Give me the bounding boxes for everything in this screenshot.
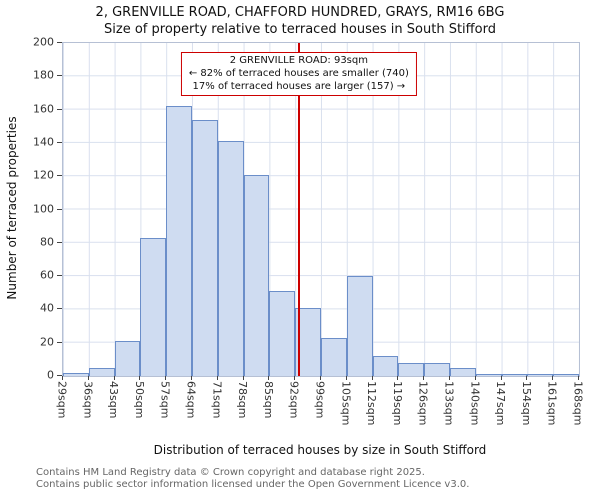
property-size-marker-line [297, 43, 300, 376]
y-tick-label: 0 [47, 368, 54, 382]
plot-area: 2 GRENVILLE ROAD: 93sqm ← 82% of terrace… [62, 42, 580, 377]
histogram-bar [501, 374, 528, 376]
histogram-bar [243, 174, 270, 376]
x-tick-label: 126sqm [416, 381, 430, 426]
histogram-bar [269, 291, 296, 376]
x-tick-label: 154sqm [519, 381, 533, 426]
chart-subtitle: Size of property relative to terraced ho… [104, 22, 496, 37]
histogram-bar [553, 374, 579, 376]
y-tick-label: 40 [40, 301, 54, 315]
x-axis-tick-marks [62, 376, 579, 380]
x-tick-label: 71sqm [210, 381, 224, 419]
y-axis-tick-labels: 0 20 40 60 80 100 120 140 160 180 200 [0, 36, 54, 382]
x-tick-label: 85sqm [261, 381, 275, 419]
histogram-bar [217, 141, 244, 376]
x-tick-label: 36sqm [81, 381, 95, 419]
histogram-bar [63, 372, 89, 376]
x-tick-label: 119sqm [390, 381, 404, 426]
histogram-bar [192, 119, 218, 376]
x-tick-label: 140sqm [468, 381, 482, 426]
y-tick-label: 160 [33, 102, 54, 116]
histogram-bar [475, 374, 502, 376]
attribution-footer: Contains HM Land Registry data © Crown c… [36, 467, 469, 491]
y-tick-label: 120 [33, 168, 54, 182]
histogram-bar [424, 362, 450, 376]
histogram-bar [346, 276, 373, 376]
y-tick-label: 80 [40, 235, 54, 249]
y-tick-label: 60 [40, 268, 54, 282]
x-axis-tick-labels: 29sqm 36sqm 43sqm 50sqm 57sqm 64sqm 71sqm 78sqm… [56, 381, 585, 439]
footer-line-1: Contains HM Land Registry data © Crown c… [36, 467, 425, 478]
x-tick-label: 161sqm [545, 381, 559, 426]
histogram-bar [166, 106, 192, 376]
y-tick-label: 140 [33, 135, 54, 149]
x-tick-label: 92sqm [287, 381, 301, 419]
marker-annotation: 2 GRENVILLE ROAD: 93sqm ← 82% of terrace… [180, 52, 417, 96]
x-tick-label: 112sqm [365, 381, 379, 426]
y-tick-label: 100 [33, 202, 54, 215]
histogram-bar [321, 337, 347, 376]
footer-line-2: Contains public sector information licen… [36, 479, 470, 490]
y-tick-label: 180 [33, 68, 54, 82]
x-tick-label: 105sqm [339, 381, 353, 426]
x-tick-label: 64sqm [184, 381, 198, 419]
x-tick-label: 43sqm [107, 381, 121, 419]
y-axis-tick-marks [57, 42, 62, 376]
x-tick-label: 99sqm [313, 381, 327, 419]
x-tick-label: 147sqm [494, 381, 508, 426]
x-tick-label: 78sqm [236, 381, 250, 419]
histogram-bar [527, 374, 554, 376]
histogram-bar [140, 237, 167, 376]
annotation-smaller-text: ← 82% of terraced houses are smaller (74… [188, 68, 409, 79]
x-tick-label: 168sqm [571, 381, 585, 426]
x-axis-label: Distribution of terraced houses by size … [153, 443, 487, 457]
annotation-larger-text: 17% of terraced houses are larger (157) … [192, 81, 406, 92]
histogram-bar [398, 362, 425, 376]
x-tick-label: 57sqm [158, 381, 172, 419]
y-tick-label: 20 [40, 335, 54, 349]
histogram-bar [114, 341, 141, 376]
chart-title: 2, GRENVILLE ROAD, CHAFFORD HUNDRED, GRA… [95, 5, 505, 20]
histogram-bar [372, 356, 399, 376]
x-tick-label: 29sqm [55, 381, 69, 419]
x-tick-label: 133sqm [442, 381, 456, 426]
histogram-bar [450, 367, 476, 376]
histogram-bar [88, 367, 115, 376]
y-tick-label: 200 [33, 35, 54, 49]
x-tick-label: 50sqm [132, 381, 146, 419]
annotation-title: 2 GRENVILLE ROAD: 93sqm [229, 55, 368, 66]
